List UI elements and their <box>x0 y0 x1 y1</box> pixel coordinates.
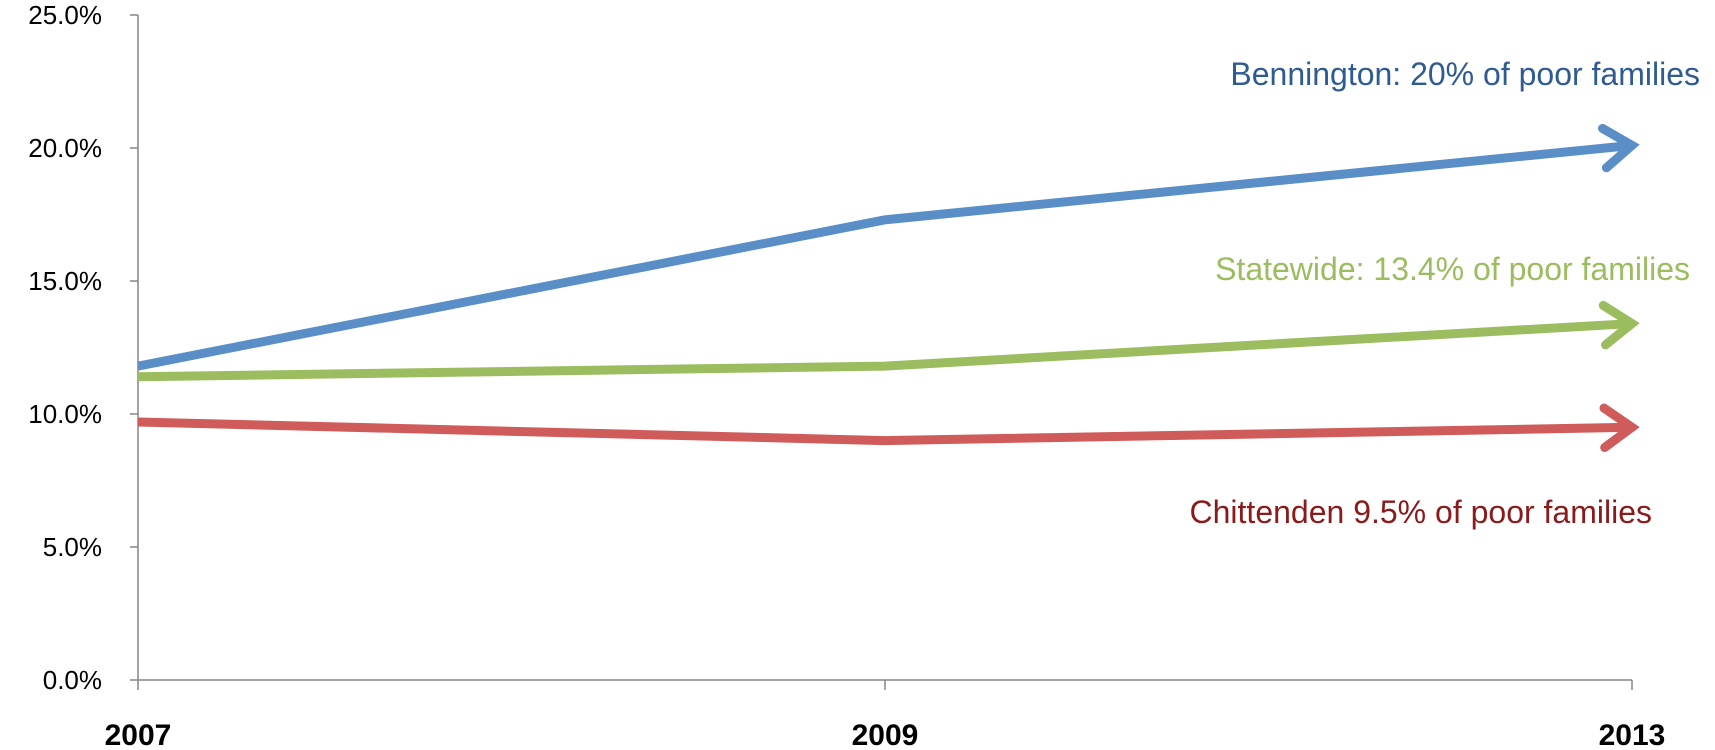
series-line-chittenden <box>137 417 1633 446</box>
series-arrowhead-statewide <box>1598 300 1640 350</box>
y-tick-label: 15.0% <box>28 266 102 296</box>
x-tick-label: 2007 <box>105 719 172 750</box>
axes: 0.0% 5.0% 10.0% 15.0% 20.0% 25.0% 2007 2009 2013 <box>28 0 1665 750</box>
series-label-statewide: Statewide: 13.4% of poor families <box>1215 251 1690 287</box>
series-line-bennington <box>137 140 1633 371</box>
x-tick-label: 2009 <box>852 719 919 750</box>
y-tick-label: 10.0% <box>28 399 102 429</box>
series-lines <box>137 123 1640 453</box>
x-tick-label: 2013 <box>1599 719 1666 750</box>
y-tick-label: 20.0% <box>28 133 102 163</box>
series-label-chittenden: Chittenden 9.5% of poor families <box>1190 494 1652 530</box>
series-label-bennington: Bennington: 20% of poor families <box>1230 56 1700 92</box>
series-line-statewide <box>137 319 1633 382</box>
series-arrowhead-bennington <box>1598 123 1640 173</box>
series-arrowhead-chittenden <box>1599 403 1640 453</box>
y-tick-label: 5.0% <box>43 532 102 562</box>
y-tick-label: 25.0% <box>28 0 102 30</box>
series-labels: Bennington: 20% of poor families Statewi… <box>1190 56 1700 530</box>
y-tick-label: 0.0% <box>43 665 102 695</box>
